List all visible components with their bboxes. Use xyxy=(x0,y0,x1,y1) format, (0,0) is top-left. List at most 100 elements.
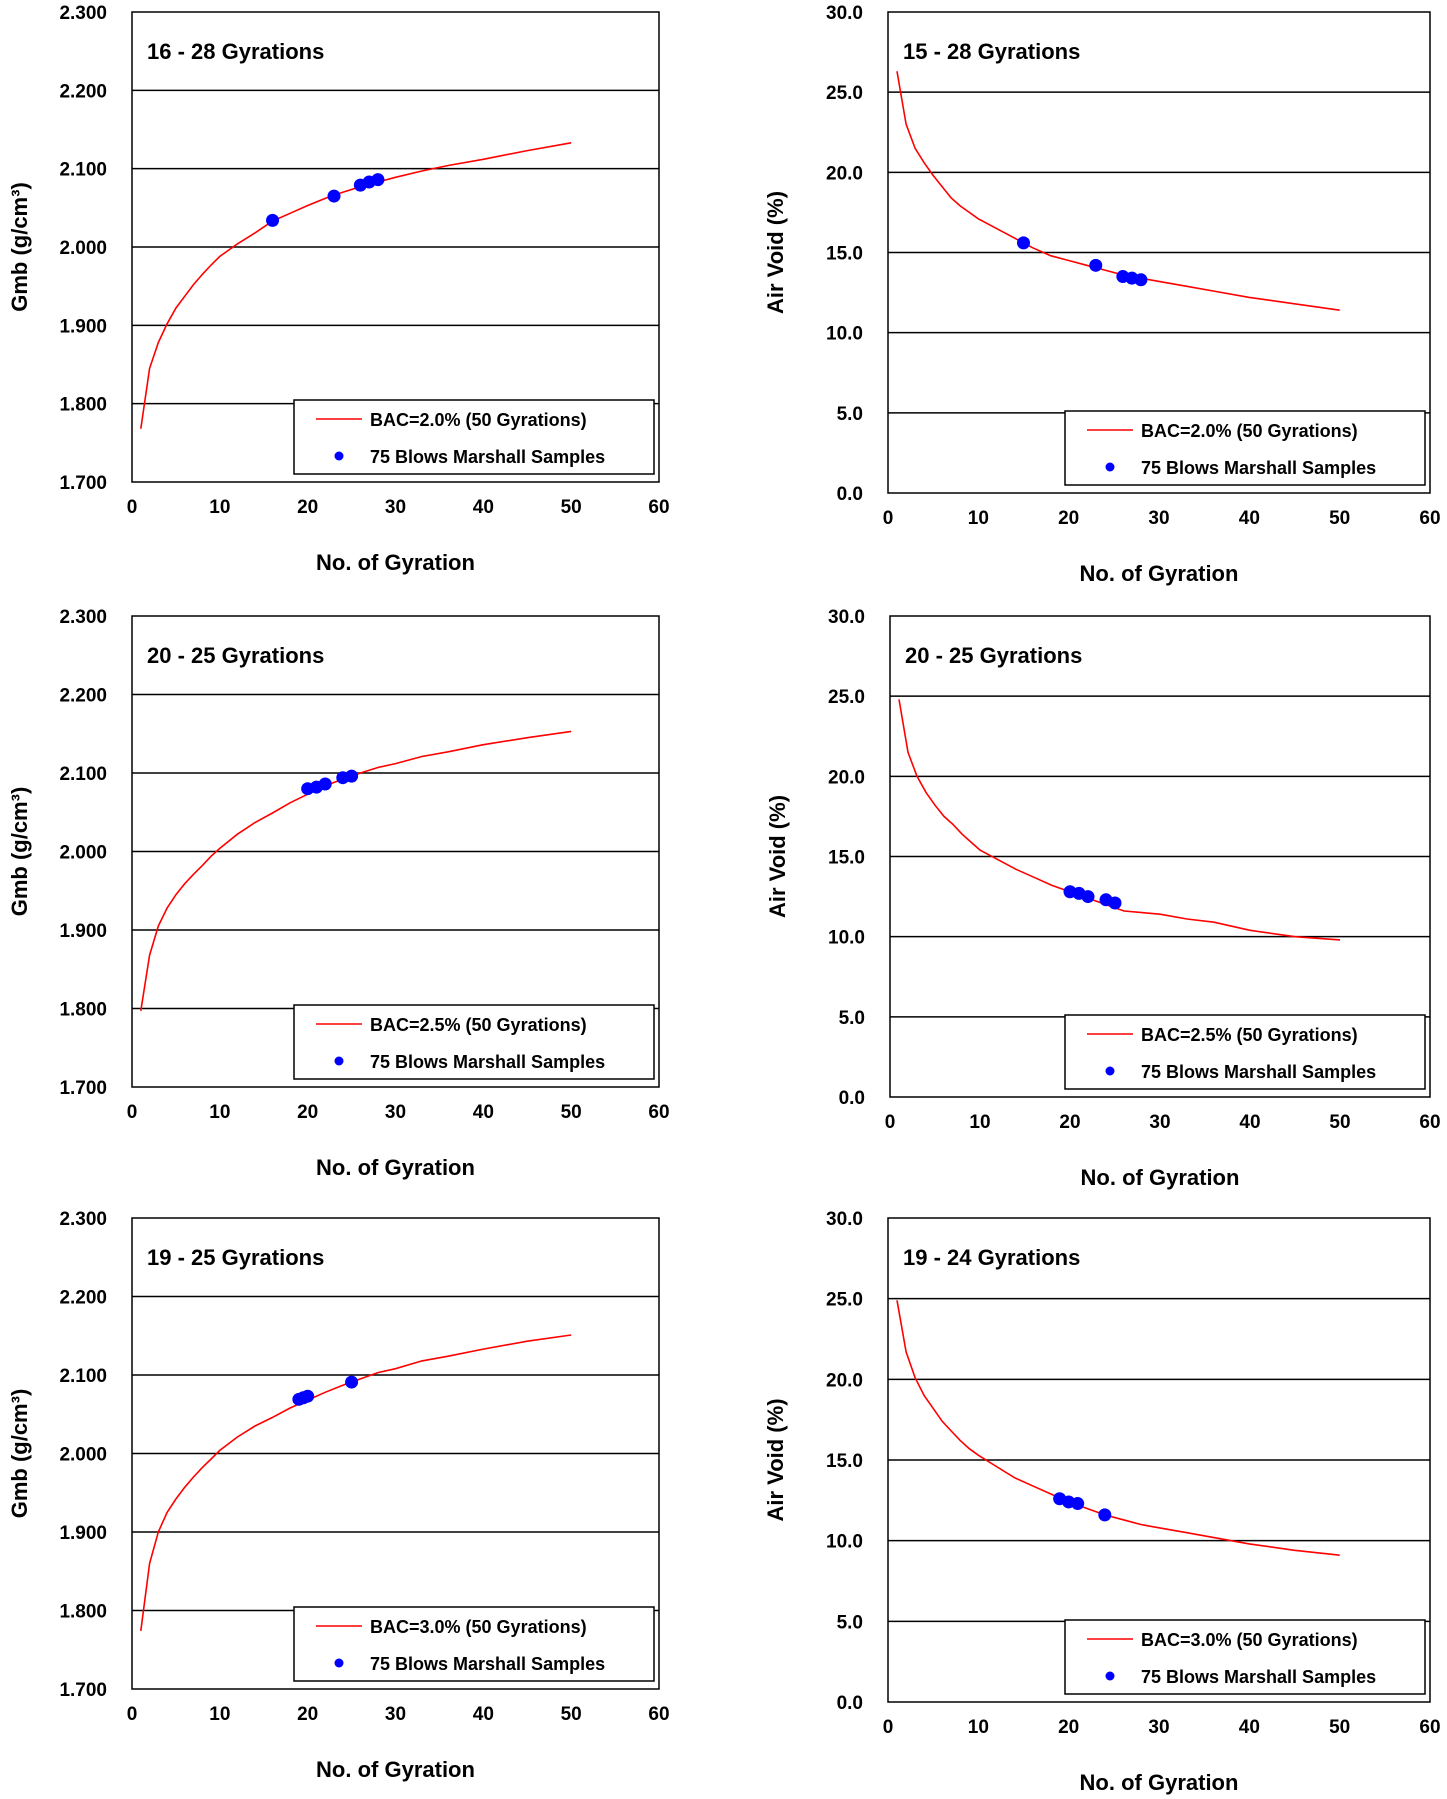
y-tick-label: 1.900 xyxy=(59,1523,107,1544)
data-point xyxy=(1071,1497,1085,1511)
x-tick-label: 40 xyxy=(473,497,494,518)
y-axis-title: Gmb (g/cm³) xyxy=(7,182,32,312)
data-point xyxy=(301,1389,315,1403)
x-tick-label: 0 xyxy=(127,1102,138,1123)
y-tick-label: 1.900 xyxy=(59,921,107,942)
y-tick-label: 0.0 xyxy=(837,1693,863,1714)
x-axis-title: No. of Gyration xyxy=(1080,561,1239,586)
y-tick-label: 1.800 xyxy=(59,1000,107,1021)
gyration-range-annotation: 20 - 25 Gyrations xyxy=(905,643,1082,668)
y-tick-label: 25.0 xyxy=(826,83,863,104)
legend-box xyxy=(293,399,655,475)
legend: BAC=2.0% (50 Gyrations) 75 Blows Marshall… xyxy=(1064,410,1426,486)
y-tick-label: 2.300 xyxy=(59,607,107,628)
data-point xyxy=(371,173,385,187)
y-axis-title: Air Void (%) xyxy=(765,795,790,918)
gyration-range-annotation: 20 - 25 Gyrations xyxy=(147,643,324,668)
x-tick-label: 10 xyxy=(209,1704,230,1725)
data-point xyxy=(1098,1508,1112,1522)
x-tick-label: 50 xyxy=(1329,508,1350,529)
legend-entry: 75 Blows Marshall Samples xyxy=(1141,1667,1376,1687)
x-tick-label: 50 xyxy=(1329,1112,1350,1133)
y-tick-label: 2.100 xyxy=(59,160,107,181)
y-axis-title: Gmb (g/cm³) xyxy=(7,1389,32,1519)
gyration-range-annotation: 19 - 25 Gyrations xyxy=(147,1245,324,1270)
legend-box xyxy=(1064,410,1426,486)
legend: BAC=2.0% (50 Gyrations) 75 Blows Marshall… xyxy=(293,399,655,475)
legend-entry: BAC=3.0% (50 Gyrations) xyxy=(1141,1630,1358,1650)
legend-marker-swatch xyxy=(1105,1671,1115,1681)
x-tick-label: 60 xyxy=(1419,508,1440,529)
chart-av-2.0: 0.0 5.0 10.0 15.0 20.0 25.0 30.0 0 10 20 30 40 50 60 N… xyxy=(763,3,1441,586)
x-axis-title: No. of Gyration xyxy=(316,550,475,575)
data-point xyxy=(1081,890,1095,904)
legend-entry: BAC=2.0% (50 Gyrations) xyxy=(1141,421,1358,441)
y-tick-label: 1.700 xyxy=(59,1078,107,1099)
legend-marker-swatch xyxy=(1105,1066,1115,1076)
x-tick-label: 20 xyxy=(297,497,318,518)
gyration-range-annotation: 19 - 24 Gyrations xyxy=(903,1245,1080,1270)
y-tick-label: 2.200 xyxy=(59,1288,107,1309)
y-tick-label: 15.0 xyxy=(826,244,863,265)
x-tick-label: 30 xyxy=(1148,1717,1169,1738)
data-point xyxy=(1134,273,1148,287)
chart-gmb-3.0: 1.700 1.800 1.900 2.000 2.100 2.200 2.300 0 10 20… xyxy=(7,1209,670,1782)
y-tick-label: 1.800 xyxy=(59,395,107,416)
x-tick-label: 20 xyxy=(1058,1717,1079,1738)
y-axis-title: Air Void (%) xyxy=(763,1398,788,1521)
y-tick-label: 30.0 xyxy=(826,3,863,24)
y-tick-label: 25.0 xyxy=(826,1290,863,1311)
x-axis-title: No. of Gyration xyxy=(1080,1770,1239,1795)
x-tick-label: 10 xyxy=(968,508,989,529)
legend: BAC=2.5% (50 Gyrations) 75 Blows Marshall… xyxy=(1064,1014,1426,1090)
x-tick-label: 30 xyxy=(1148,508,1169,529)
data-point xyxy=(345,1375,359,1389)
x-tick-label: 0 xyxy=(883,1717,894,1738)
data-point xyxy=(266,213,280,227)
y-tick-label: 10.0 xyxy=(826,324,863,345)
series-line-0 xyxy=(140,1334,572,1632)
x-axis-title: No. of Gyration xyxy=(316,1757,475,1782)
y-tick-label: 15.0 xyxy=(828,848,865,869)
y-tick-label: 30.0 xyxy=(828,607,865,628)
x-tick-label: 0 xyxy=(127,1704,138,1725)
series-line-0 xyxy=(896,71,1340,311)
y-tick-label: 5.0 xyxy=(837,1612,863,1633)
y-tick-label: 10.0 xyxy=(828,928,865,949)
x-tick-label: 40 xyxy=(473,1102,494,1123)
data-point xyxy=(345,769,359,783)
y-tick-label: 2.000 xyxy=(59,1445,107,1466)
y-axis-title: Gmb (g/cm³) xyxy=(7,787,32,917)
legend-entry: 75 Blows Marshall Samples xyxy=(370,1654,605,1674)
x-tick-label: 0 xyxy=(885,1112,896,1133)
y-tick-label: 0.0 xyxy=(837,484,863,505)
legend: BAC=3.0% (50 Gyrations) 75 Blows Marshall… xyxy=(293,1606,655,1682)
x-tick-label: 40 xyxy=(1239,508,1260,529)
y-tick-label: 2.000 xyxy=(59,238,107,259)
x-tick-label: 30 xyxy=(385,497,406,518)
x-tick-label: 60 xyxy=(648,497,669,518)
x-tick-label: 20 xyxy=(1059,1112,1080,1133)
x-tick-label: 10 xyxy=(968,1717,989,1738)
x-tick-label: 50 xyxy=(561,497,582,518)
legend-marker-swatch xyxy=(334,1658,344,1668)
y-tick-label: 2.200 xyxy=(59,81,107,102)
y-tick-label: 20.0 xyxy=(826,1370,863,1391)
y-tick-label: 2.200 xyxy=(59,686,107,707)
x-tick-label: 50 xyxy=(561,1102,582,1123)
y-tick-label: 1.700 xyxy=(59,473,107,494)
x-tick-label: 50 xyxy=(1329,1717,1350,1738)
gyration-range-annotation: 15 - 28 Gyrations xyxy=(903,39,1080,64)
x-tick-label: 10 xyxy=(209,1102,230,1123)
x-tick-label: 20 xyxy=(297,1704,318,1725)
chart-gmb-2.0: 1.700 1.800 1.900 2.000 2.100 2.200 2.300 0 10 20… xyxy=(7,3,670,575)
y-tick-label: 25.0 xyxy=(828,687,865,708)
x-axis-title: No. of Gyration xyxy=(316,1155,475,1180)
y-tick-label: 2.300 xyxy=(59,1209,107,1230)
x-tick-label: 0 xyxy=(883,508,894,529)
chart-gmb-2.5: 1.700 1.800 1.900 2.000 2.100 2.200 2.300 0 10 20… xyxy=(7,607,670,1180)
x-tick-label: 10 xyxy=(969,1112,990,1133)
y-tick-label: 2.300 xyxy=(59,3,107,24)
y-tick-label: 5.0 xyxy=(837,404,863,425)
x-tick-label: 40 xyxy=(1239,1112,1260,1133)
